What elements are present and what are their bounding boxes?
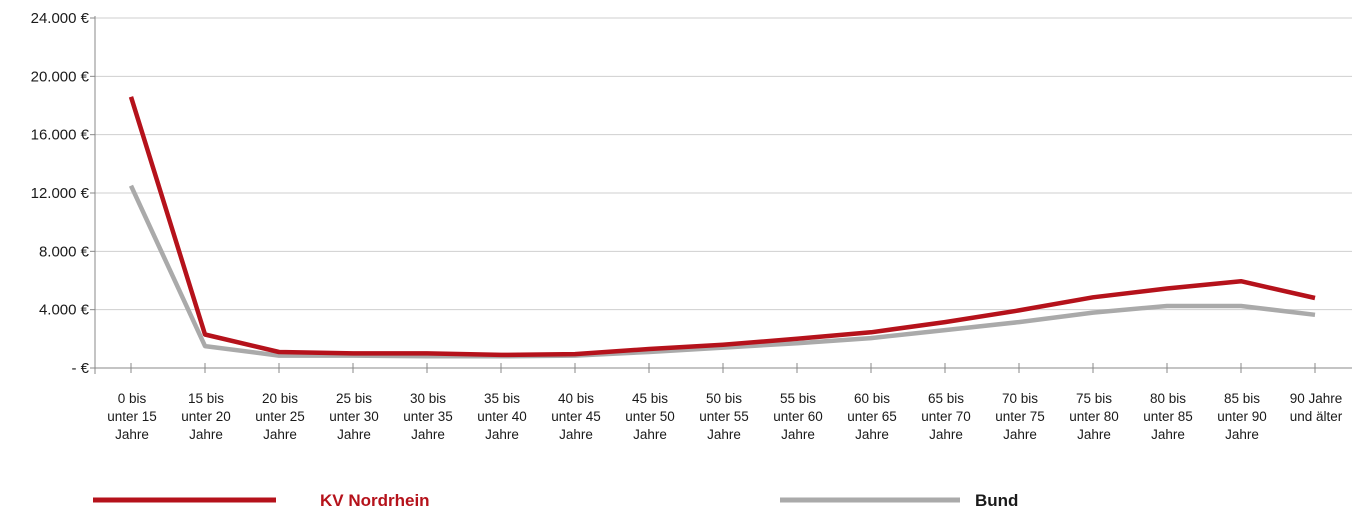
x-tick-label: unter 50	[625, 409, 675, 424]
x-tick-label: unter 55	[699, 409, 749, 424]
x-tick-label: 50 bis	[706, 391, 742, 406]
x-tick-label: 55 bis	[780, 391, 816, 406]
x-tick-label: Jahre	[1151, 427, 1185, 442]
x-tick-label: Jahre	[263, 427, 297, 442]
series-lines	[128, 96, 1316, 359]
x-tick-label: Jahre	[1077, 427, 1111, 442]
x-tick-label: 90 Jahre	[1290, 391, 1343, 406]
x-tick-label: Jahre	[1003, 427, 1037, 442]
gridlines	[95, 17, 1352, 311]
x-tick-label: Jahre	[855, 427, 889, 442]
y-tick-label: 12.000 €	[31, 185, 90, 202]
x-tick-label: Jahre	[781, 427, 815, 442]
y-tick-labels: - € 4.000 € 8.000 € 12.000 € 16.000 € 20.000 …	[31, 10, 90, 377]
x-tick-label: Jahre	[1225, 427, 1259, 442]
x-tick-label: 25 bis	[336, 391, 372, 406]
x-tick-label: 0 bis	[118, 391, 147, 406]
x-tick-label: unter 15	[107, 409, 157, 424]
x-tick-label: unter 85	[1143, 409, 1193, 424]
x-tick-label: unter 70	[921, 409, 971, 424]
x-tick-label: 20 bis	[262, 391, 298, 406]
x-tick-label: Jahre	[115, 427, 149, 442]
x-tick-label: Jahre	[707, 427, 741, 442]
x-tick-label: unter 45	[551, 409, 601, 424]
x-tick-label: unter 60	[773, 409, 823, 424]
x-tick-label: 65 bis	[928, 391, 964, 406]
x-tick-label: Jahre	[485, 427, 519, 442]
x-tick-label: 75 bis	[1076, 391, 1112, 406]
y-tick-label: 24.000 €	[31, 10, 90, 27]
x-tick-label: unter 65	[847, 409, 897, 424]
x-tick-label: 80 bis	[1150, 391, 1186, 406]
x-tick-label: 70 bis	[1002, 391, 1038, 406]
x-tick-label: unter 35	[403, 409, 453, 424]
x-tick-label: 15 bis	[188, 391, 224, 406]
x-tick-label: Jahre	[411, 427, 445, 442]
legend: KV Nordrhein Bund	[93, 491, 1018, 510]
series-line-bund	[128, 184, 1316, 359]
x-tick-label: unter 20	[181, 409, 231, 424]
y-tick-label: 16.000 €	[31, 127, 90, 144]
x-tick-label: unter 75	[995, 409, 1045, 424]
x-tick-label: Jahre	[337, 427, 371, 442]
x-tick-label: 45 bis	[632, 391, 668, 406]
x-tick-label: unter 40	[477, 409, 527, 424]
x-tick-label: 30 bis	[410, 391, 446, 406]
axes	[90, 16, 1352, 374]
x-tick-label: 60 bis	[854, 391, 890, 406]
x-tick-label: Jahre	[189, 427, 223, 442]
legend-label-bund: Bund	[975, 491, 1018, 510]
x-tick-label: unter 90	[1217, 409, 1267, 424]
y-tick-label: 4.000 €	[39, 302, 90, 319]
x-tick-label: 85 bis	[1224, 391, 1260, 406]
x-tick-label: Jahre	[633, 427, 667, 442]
series-line-kv-nordrhein	[128, 96, 1316, 358]
y-tick-label: 8.000 €	[39, 243, 90, 260]
x-tick-label: Jahre	[559, 427, 593, 442]
legend-label-kv-nordrhein: KV Nordrhein	[320, 491, 430, 510]
x-tick-label: und älter	[1290, 409, 1343, 424]
x-tick-label: Jahre	[929, 427, 963, 442]
x-tick-label: unter 30	[329, 409, 379, 424]
x-tick-label: 35 bis	[484, 391, 520, 406]
x-tick-labels: 0 bis unter 15 Jahre 15 bis unter 20 Jahre 20 …	[107, 391, 1343, 442]
x-tick-label: unter 80	[1069, 409, 1119, 424]
x-tick-label: unter 25	[255, 409, 305, 424]
x-tick-label: 40 bis	[558, 391, 594, 406]
y-tick-label: 20.000 €	[31, 68, 90, 85]
y-tick-label: - €	[71, 360, 89, 377]
